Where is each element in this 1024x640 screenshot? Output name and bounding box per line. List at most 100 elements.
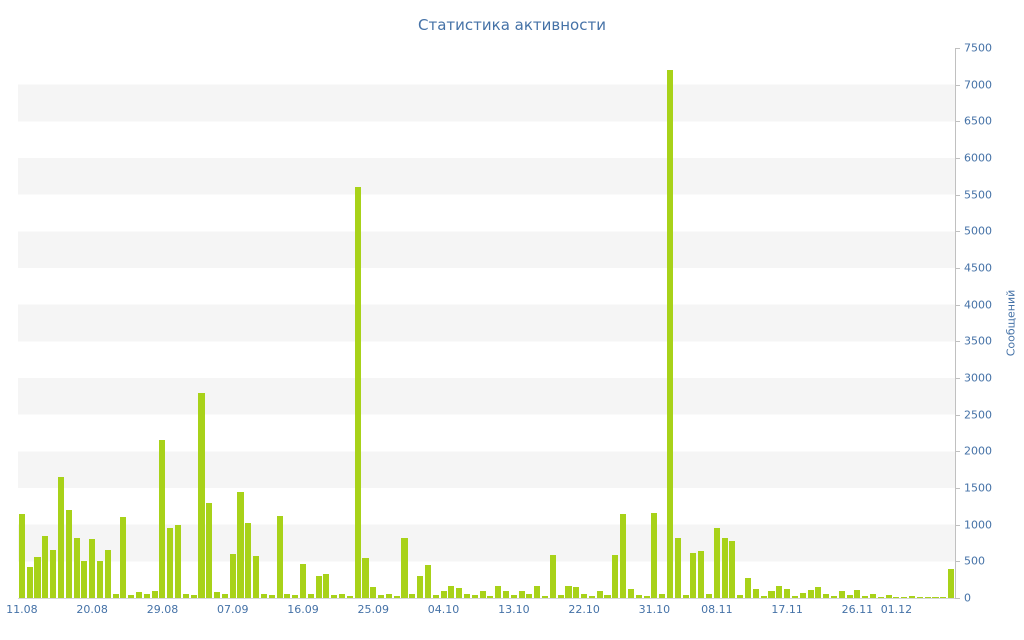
bar[interactable] — [901, 597, 908, 598]
bar[interactable] — [604, 595, 611, 598]
bar[interactable] — [565, 586, 572, 598]
bar[interactable] — [526, 593, 533, 598]
bar[interactable] — [659, 593, 666, 598]
bar[interactable] — [182, 593, 189, 598]
bar[interactable] — [89, 539, 96, 598]
bar[interactable] — [120, 517, 127, 598]
bar[interactable] — [588, 595, 595, 598]
bar[interactable] — [909, 595, 916, 598]
bar[interactable] — [50, 550, 57, 598]
bar[interactable] — [339, 593, 346, 598]
bar[interactable] — [354, 187, 361, 598]
bar[interactable] — [791, 595, 798, 598]
bar[interactable] — [362, 558, 369, 598]
bar[interactable] — [159, 440, 166, 598]
bar[interactable] — [440, 590, 447, 598]
bar[interactable] — [175, 524, 182, 598]
bar[interactable] — [815, 587, 822, 598]
bar[interactable] — [737, 595, 744, 598]
bar[interactable] — [104, 550, 111, 598]
bar[interactable] — [206, 502, 213, 598]
bar[interactable] — [34, 556, 41, 598]
bar[interactable] — [807, 589, 814, 598]
bar[interactable] — [745, 578, 752, 598]
bar[interactable] — [495, 586, 502, 598]
bar[interactable] — [916, 597, 923, 598]
bar[interactable] — [135, 592, 143, 598]
bar[interactable] — [940, 596, 947, 598]
bar[interactable] — [557, 595, 564, 598]
bar[interactable] — [128, 595, 135, 598]
bar[interactable] — [635, 595, 642, 598]
bar[interactable] — [627, 589, 634, 598]
bar[interactable] — [190, 595, 197, 598]
bar[interactable] — [237, 491, 244, 598]
bar[interactable] — [573, 587, 580, 598]
bar[interactable] — [581, 593, 588, 598]
bar[interactable] — [409, 593, 416, 598]
bar[interactable] — [549, 555, 556, 598]
bar[interactable] — [752, 589, 759, 598]
bar[interactable] — [830, 595, 837, 598]
bar[interactable] — [96, 561, 104, 598]
bar[interactable] — [370, 587, 377, 598]
bar[interactable] — [846, 595, 853, 598]
bar[interactable] — [768, 591, 775, 598]
bar[interactable] — [378, 595, 385, 598]
bar[interactable] — [81, 561, 88, 598]
bar[interactable] — [799, 592, 806, 598]
bar[interactable] — [705, 593, 713, 598]
bar[interactable] — [198, 392, 205, 598]
bar[interactable] — [393, 595, 400, 598]
bar[interactable] — [385, 593, 392, 598]
bar[interactable] — [784, 589, 791, 598]
bar[interactable] — [713, 527, 720, 598]
bar[interactable] — [417, 576, 424, 598]
bar[interactable] — [487, 595, 494, 598]
bar[interactable] — [315, 576, 322, 598]
bar[interactable] — [432, 595, 439, 598]
bar[interactable] — [869, 593, 877, 598]
bar[interactable] — [885, 595, 892, 598]
bar[interactable] — [253, 556, 260, 598]
bar[interactable] — [823, 593, 830, 598]
bar[interactable] — [760, 595, 767, 598]
bar[interactable] — [151, 590, 158, 598]
bar[interactable] — [456, 588, 463, 598]
bar[interactable] — [877, 596, 884, 598]
bar[interactable] — [471, 595, 478, 598]
bar[interactable] — [698, 551, 705, 598]
bar[interactable] — [245, 523, 252, 598]
bar[interactable] — [932, 597, 939, 598]
bar[interactable] — [26, 567, 33, 598]
bar[interactable] — [268, 595, 275, 598]
bar[interactable] — [721, 537, 728, 598]
bar[interactable] — [448, 586, 455, 598]
bar[interactable] — [838, 590, 845, 598]
bar[interactable] — [214, 592, 221, 598]
bar[interactable] — [229, 554, 236, 598]
bar[interactable] — [323, 573, 330, 598]
bar[interactable] — [276, 515, 283, 598]
bar[interactable] — [690, 552, 697, 598]
bar[interactable] — [502, 591, 510, 598]
bar[interactable] — [674, 537, 681, 598]
bar[interactable] — [643, 595, 650, 598]
bar[interactable] — [292, 595, 299, 598]
bar[interactable] — [331, 595, 338, 598]
bar[interactable] — [284, 593, 291, 598]
bar[interactable] — [73, 537, 80, 598]
bar[interactable] — [518, 590, 525, 598]
bar[interactable] — [57, 477, 64, 598]
bar[interactable] — [924, 596, 931, 598]
bar[interactable] — [596, 590, 603, 598]
bar[interactable] — [776, 586, 783, 598]
bar[interactable] — [729, 540, 736, 598]
bar[interactable] — [612, 555, 619, 598]
bar[interactable] — [620, 513, 627, 598]
bar[interactable] — [682, 595, 689, 598]
bar[interactable] — [167, 528, 174, 598]
bar[interactable] — [424, 565, 431, 598]
bar[interactable] — [18, 513, 25, 598]
bar[interactable] — [346, 595, 353, 598]
